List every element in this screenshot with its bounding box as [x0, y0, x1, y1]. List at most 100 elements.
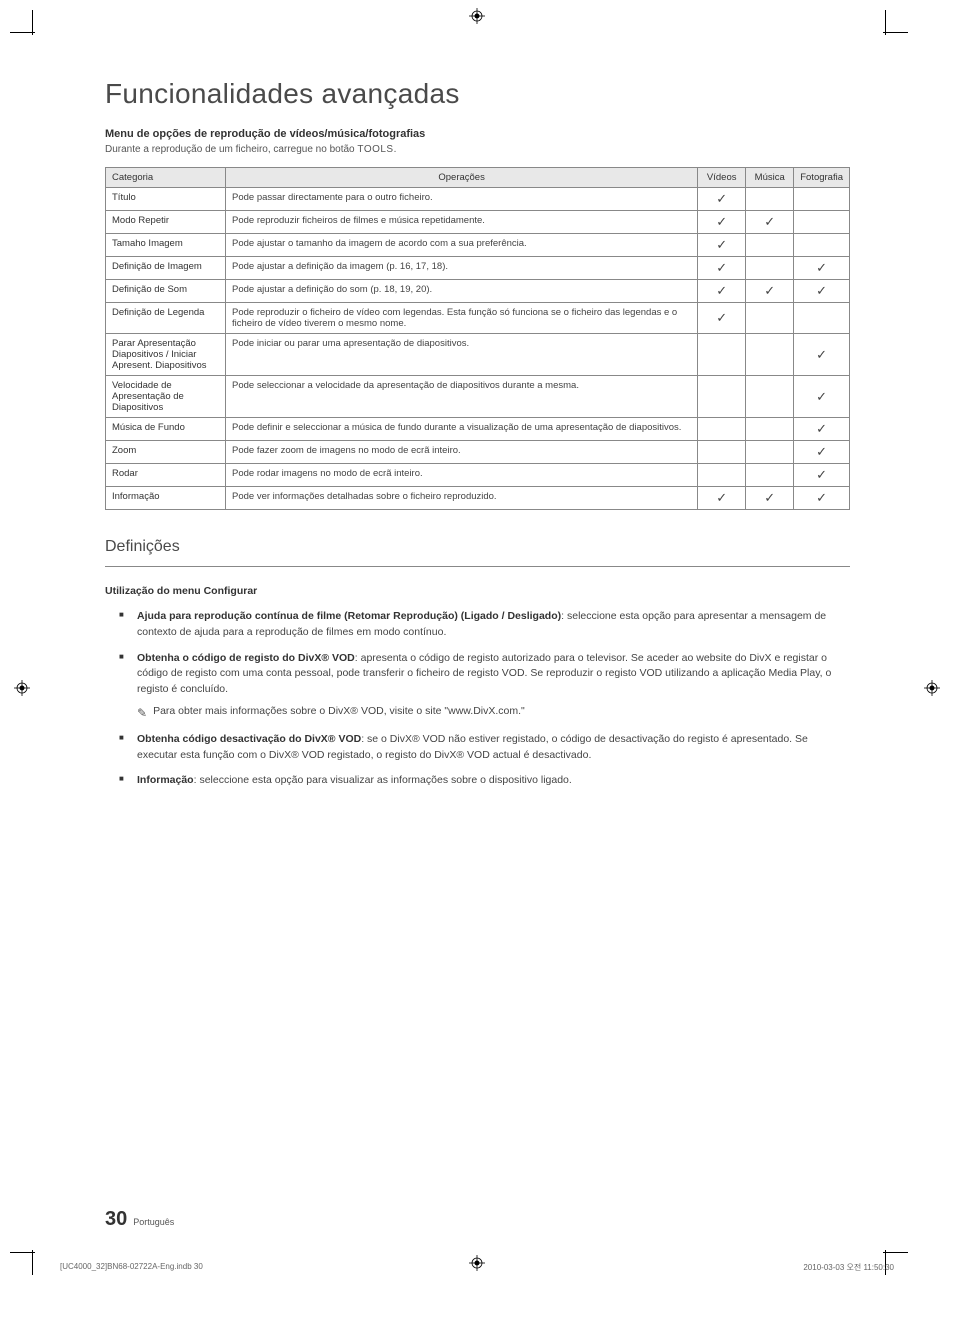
table-row: Tamaho ImagemPode ajustar o tamanho da i…: [106, 234, 850, 257]
options-table: Categoria Operações Vídeos Música Fotogr…: [105, 167, 850, 510]
music-check-cell: [746, 334, 794, 376]
table-row: TítuloPode passar directamente para o ou…: [106, 188, 850, 211]
menu-section-title: Menu de opções de reprodução de vídeos/m…: [105, 128, 850, 140]
doc-reference: [UC4000_32]BN68-02722A-Eng.indb 30: [60, 1262, 203, 1273]
table-row: Música de FundoPode definir e selecciona…: [106, 418, 850, 441]
checkmark-icon: ✓: [816, 491, 827, 504]
category-cell: Modo Repetir: [106, 211, 226, 234]
checkmark-icon: ✓: [716, 491, 727, 504]
list-item: Informação: seleccione esta opção para v…: [123, 773, 850, 789]
photo-check-cell: [794, 303, 850, 334]
photo-check-cell: ✓: [794, 376, 850, 418]
page-language: Português: [133, 1217, 174, 1227]
col-category: Categoria: [106, 168, 226, 188]
videos-check-cell: ✓: [698, 303, 746, 334]
operation-cell: Pode ver informações detalhadas sobre o …: [226, 487, 698, 510]
operation-cell: Pode ajustar a definição do som (p. 18, …: [226, 280, 698, 303]
music-check-cell: [746, 257, 794, 280]
videos-check-cell: [698, 441, 746, 464]
videos-check-cell: ✓: [698, 188, 746, 211]
table-row: Definição de LegendaPode reproduzir o fi…: [106, 303, 850, 334]
music-check-cell: ✓: [746, 280, 794, 303]
category-cell: Definição de Imagem: [106, 257, 226, 280]
category-cell: Título: [106, 188, 226, 211]
crop-mark: [32, 10, 33, 35]
operation-cell: Pode reproduzir ficheiros de filmes e mú…: [226, 211, 698, 234]
menu-section-subtitle: Durante a reprodução de um ficheiro, car…: [105, 144, 850, 155]
photo-check-cell: ✓: [794, 441, 850, 464]
photo-check-cell: ✓: [794, 418, 850, 441]
music-check-cell: [746, 188, 794, 211]
checkmark-icon: ✓: [764, 215, 775, 228]
music-check-cell: ✓: [746, 211, 794, 234]
operation-cell: Pode reproduzir o ficheiro de vídeo com …: [226, 303, 698, 334]
operation-cell: Pode definir e seleccionar a música de f…: [226, 418, 698, 441]
photo-check-cell: ✓: [794, 334, 850, 376]
category-cell: Rodar: [106, 464, 226, 487]
photo-check-cell: ✓: [794, 257, 850, 280]
note-icon: ✎: [137, 704, 147, 722]
operation-cell: Pode iniciar ou parar uma apresentação d…: [226, 334, 698, 376]
videos-check-cell: [698, 418, 746, 441]
checkmark-icon: ✓: [816, 445, 827, 458]
music-check-cell: [746, 418, 794, 441]
definitions-subtitle: Utilização do menu Configurar: [105, 585, 850, 597]
music-check-cell: [746, 464, 794, 487]
checkmark-icon: ✓: [816, 284, 827, 297]
table-row: InformaçãoPode ver informações detalhada…: [106, 487, 850, 510]
list-item: Obtenha código desactivação do DivX® VOD…: [123, 732, 850, 764]
note-text: Para obter mais informações sobre o DivX…: [153, 704, 525, 720]
music-check-cell: [746, 441, 794, 464]
checkmark-icon: ✓: [764, 284, 775, 297]
registration-mark-icon: [469, 8, 485, 24]
col-photo: Fotografia: [794, 168, 850, 188]
checkmark-icon: ✓: [716, 311, 727, 324]
photo-check-cell: ✓: [794, 487, 850, 510]
photo-check-cell: ✓: [794, 464, 850, 487]
videos-check-cell: ✓: [698, 280, 746, 303]
table-row: Definição de ImagemPode ajustar a defini…: [106, 257, 850, 280]
col-videos: Vídeos: [698, 168, 746, 188]
subtitle-suffix: .: [394, 144, 397, 155]
table-row: Parar Apresentação Diapositivos / Inicia…: [106, 334, 850, 376]
operation-cell: Pode seleccionar a velocidade da apresen…: [226, 376, 698, 418]
videos-check-cell: ✓: [698, 487, 746, 510]
operation-cell: Pode ajustar o tamanho da imagem de acor…: [226, 234, 698, 257]
crop-mark: [885, 10, 886, 35]
tools-label: TOOLS: [357, 144, 393, 155]
table-row: Velocidade de Apresentação de Diapositiv…: [106, 376, 850, 418]
category-cell: Informação: [106, 487, 226, 510]
list-item: Ajuda para reprodução contínua de filme …: [123, 609, 850, 641]
photo-check-cell: ✓: [794, 280, 850, 303]
category-cell: Velocidade de Apresentação de Diapositiv…: [106, 376, 226, 418]
list-item-bold: Ajuda para reprodução contínua de filme …: [137, 610, 561, 622]
table-row: ZoomPode fazer zoom de imagens no modo d…: [106, 441, 850, 464]
page-content: Funcionalidades avançadas Menu de opções…: [105, 78, 850, 799]
definitions-title: Definições: [105, 538, 850, 558]
category-cell: Parar Apresentação Diapositivos / Inicia…: [106, 334, 226, 376]
col-operations: Operações: [226, 168, 698, 188]
category-cell: Zoom: [106, 441, 226, 464]
checkmark-icon: ✓: [816, 468, 827, 481]
list-item-text: : seleccione esta opção para visualizar …: [194, 774, 572, 786]
checkmark-icon: ✓: [716, 261, 727, 274]
checkmark-icon: ✓: [716, 192, 727, 205]
category-cell: Definição de Legenda: [106, 303, 226, 334]
videos-check-cell: [698, 464, 746, 487]
registration-mark-icon: [14, 680, 30, 696]
operation-cell: Pode passar directamente para o outro fi…: [226, 188, 698, 211]
category-cell: Música de Fundo: [106, 418, 226, 441]
checkmark-icon: ✓: [816, 390, 827, 403]
table-header-row: Categoria Operações Vídeos Música Fotogr…: [106, 168, 850, 188]
crop-mark: [883, 32, 908, 33]
music-check-cell: [746, 303, 794, 334]
crop-mark: [883, 1252, 908, 1253]
music-check-cell: [746, 376, 794, 418]
category-cell: Tamaho Imagem: [106, 234, 226, 257]
crop-mark: [32, 1250, 33, 1275]
definitions-list: Ajuda para reprodução contínua de filme …: [105, 609, 850, 789]
checkmark-icon: ✓: [764, 491, 775, 504]
videos-check-cell: ✓: [698, 257, 746, 280]
page-footer: 30 Português: [105, 1208, 174, 1231]
photo-check-cell: [794, 211, 850, 234]
